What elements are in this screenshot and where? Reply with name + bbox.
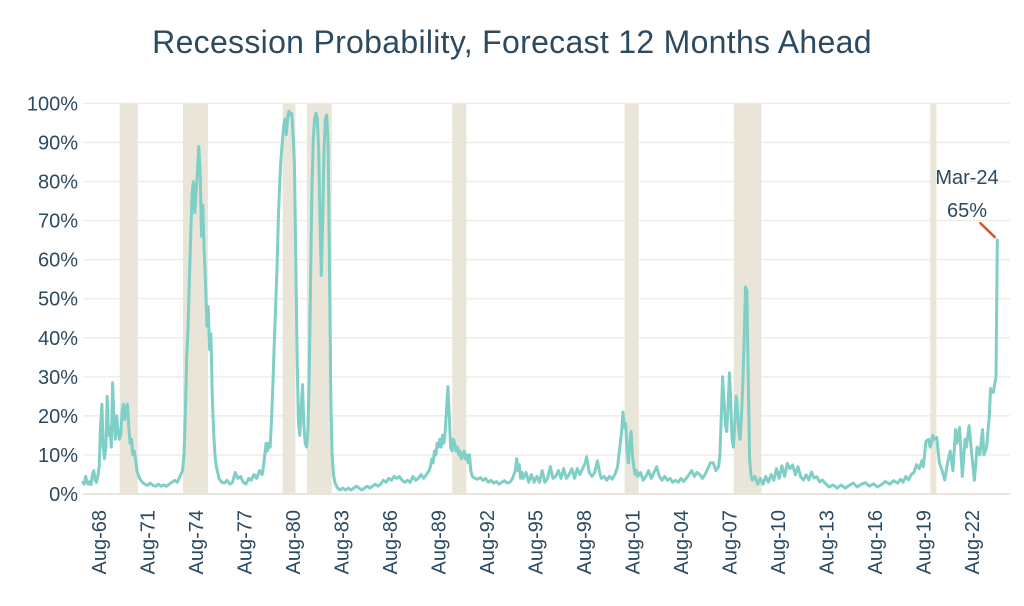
x-axis-tick-label: Aug-07 (719, 510, 741, 575)
x-axis-tick-label: Aug-95 (525, 510, 547, 575)
x-axis-tick-label: Aug-04 (671, 510, 693, 575)
x-axis-tick-label: Aug-10 (768, 510, 790, 575)
y-axis-tick-label: 40% (38, 328, 78, 350)
x-axis-tick-label: Aug-19 (913, 510, 935, 575)
x-axis-tick-label: Aug-22 (962, 510, 984, 575)
x-axis-tick-label: Aug-13 (816, 510, 838, 575)
y-axis-tick-label: 80% (38, 172, 78, 194)
y-axis-tick-label: 50% (38, 289, 78, 311)
annotation-leader-line (979, 221, 997, 239)
y-axis-tick-label: 90% (38, 132, 78, 154)
y-axis-tick-label: 0% (49, 484, 78, 506)
x-axis-tick-label: Aug-89 (429, 510, 451, 575)
x-axis-tick-label: Aug-92 (477, 510, 499, 575)
recession-band (930, 103, 937, 495)
x-axis-tick-label: Aug-68 (89, 510, 111, 575)
annotation-latest-point: Mar-24 65% (924, 162, 1010, 228)
probability-line (81, 109, 999, 492)
x-axis-tick-label: Aug-77 (235, 510, 257, 575)
recession-band (182, 103, 208, 495)
recession-band (624, 103, 639, 495)
recession-band (119, 103, 138, 495)
y-axis-tick-label: 20% (38, 406, 78, 428)
y-axis-tick-label: 10% (38, 445, 78, 467)
x-axis-tick-label: Aug-83 (332, 510, 354, 575)
y-axis-tick-label: 60% (38, 250, 78, 272)
annotation-date-label: Mar-24 (935, 167, 999, 189)
x-axis-tick-label: Aug-80 (283, 510, 305, 575)
x-axis-tick-label: Aug-01 (622, 510, 644, 575)
recession-band (282, 103, 296, 495)
x-axis-tick-label: Aug-86 (380, 510, 402, 575)
y-axis-tick-label: 30% (38, 367, 78, 389)
chart-title: Recession Probability, Forecast 12 Month… (152, 24, 872, 60)
x-axis-tick-label: Aug-98 (574, 510, 596, 575)
recession-band (452, 103, 467, 495)
x-axis-tick-label: Aug-71 (138, 510, 160, 575)
y-axis-tick-label: 100% (27, 93, 78, 115)
x-axis-tick-label: Aug-16 (865, 510, 887, 575)
y-axis-tick-label: 70% (38, 211, 78, 233)
x-axis-tick-label: Aug-74 (186, 510, 208, 575)
annotation-value-label: 65% (946, 200, 988, 222)
